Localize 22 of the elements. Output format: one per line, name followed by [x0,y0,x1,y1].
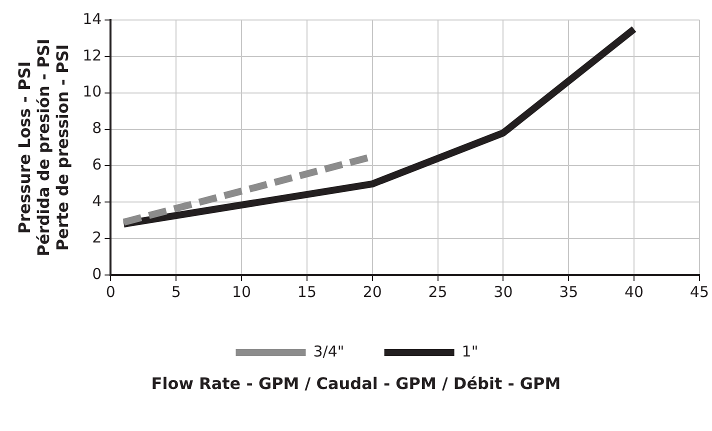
y-tick-label: 4 [92,192,102,210]
x-tick-label: 40 [624,282,644,301]
x-tick-label: 15 [297,282,316,301]
x-tick-label: 0 [106,282,116,301]
legend-label: 3/4" [313,342,344,360]
x-tick-label: 30 [494,282,513,301]
y-tick-label: 2 [92,228,102,246]
x-tick-label: 45 [690,282,710,301]
y-tick-label: 14 [82,10,102,28]
y-tick-label: 0 [92,264,102,283]
x-tick-label: 20 [362,282,382,301]
x-tick-label: 5 [171,282,181,301]
x-axis-title: Flow Rate - GPM / Caudal - GPM / Débit - GPM [150,374,562,393]
x-tick-label: 35 [559,282,578,301]
y-tick-label: 8 [92,119,102,138]
y-tick-label: 12 [82,46,102,64]
y-tick-label: 10 [82,82,102,101]
y-tick-label: 6 [92,156,102,174]
x-tick-label: 10 [232,282,252,301]
y-axis-title: Pressure Loss - PSI Pérdida de presión - PSI Perte de pression - PSI [14,38,72,256]
legend-label: 1" [462,342,478,360]
x-tick-label: 25 [428,282,448,301]
